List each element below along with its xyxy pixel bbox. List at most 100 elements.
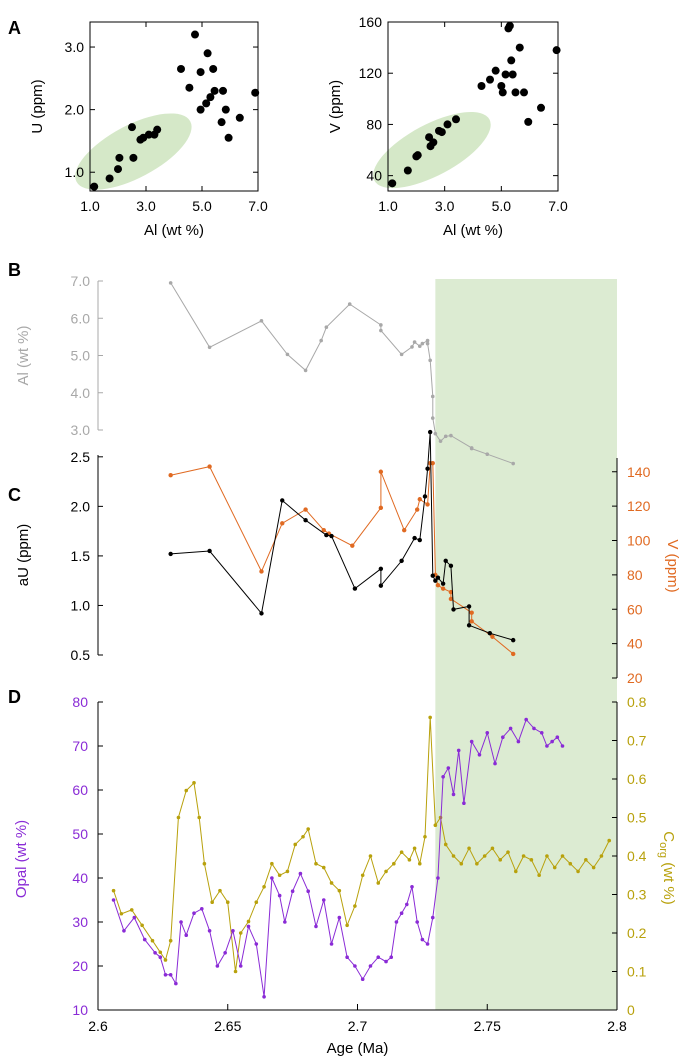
data-point: [202, 99, 211, 108]
data-point: [498, 88, 507, 97]
panel-label-a: A: [8, 18, 21, 38]
corg-point: [599, 854, 604, 858]
opal-point: [314, 924, 318, 929]
data-point: [224, 133, 233, 142]
y2-axis-label-unit: (wt %): [660, 858, 677, 905]
data-point: [477, 82, 486, 91]
panel-label-c: C: [8, 485, 21, 505]
data-point: [128, 123, 136, 132]
opal-point: [168, 973, 173, 977]
opal-point: [477, 753, 482, 757]
corg-point: [384, 869, 388, 874]
opal-point: [174, 981, 178, 986]
data-point: [90, 182, 99, 191]
corg-point: [451, 854, 456, 858]
y-tick-label: 120: [359, 65, 383, 81]
al-point: [430, 394, 435, 399]
au-point: [412, 535, 417, 541]
opal-point: [153, 951, 157, 955]
v-point: [168, 472, 173, 478]
y-tick-label: 80: [366, 116, 382, 132]
v-point: [280, 521, 285, 526]
y2-tick-label: 0.5: [627, 810, 647, 826]
data-point: [206, 93, 215, 102]
al-point: [438, 439, 443, 443]
data-point: [235, 113, 244, 122]
data-point: [524, 117, 533, 126]
y-tick-label: 20: [72, 958, 88, 974]
al-point: [428, 358, 432, 363]
v-point: [378, 505, 384, 511]
panel-b-al: 3.0 4.0 5.0 6.0 7.0 Al (wt %) B: [8, 260, 515, 466]
data-point: [196, 68, 205, 77]
data-point: [217, 118, 226, 127]
data-point: [209, 64, 218, 73]
v-point: [440, 586, 446, 591]
x-tick-label: 3.0: [435, 198, 455, 214]
corg-point: [368, 854, 373, 858]
au-point: [280, 498, 285, 503]
corg-point: [568, 861, 573, 866]
data-point: [486, 75, 494, 84]
corg-point: [490, 846, 495, 851]
al-point: [469, 446, 474, 451]
opal-point: [389, 955, 394, 959]
corg-point: [467, 846, 471, 851]
data-point: [552, 46, 561, 55]
opal-point: [337, 915, 342, 920]
data-point: [221, 105, 230, 114]
corg-point: [376, 881, 381, 885]
opal-point: [223, 951, 227, 955]
opal-point: [501, 735, 505, 739]
y-tick-label: 40: [72, 870, 88, 886]
data-point: [191, 30, 199, 39]
opal-point: [560, 744, 565, 748]
data-point: [511, 88, 520, 97]
y-tick-label: 4.0: [71, 385, 91, 401]
data-point: [429, 138, 438, 147]
opal-point: [451, 792, 456, 797]
v-point: [259, 569, 264, 574]
pliocene-shading: [435, 279, 617, 1010]
al-point: [433, 431, 438, 436]
y2-tick-label: 100: [627, 533, 651, 549]
corg-point: [119, 911, 124, 916]
au-point: [207, 548, 212, 554]
v-point: [207, 464, 212, 469]
x-tick-label: 7.0: [548, 198, 568, 214]
y2-axis-label: Corg (wt %): [657, 831, 677, 904]
data-point: [505, 21, 514, 30]
y-tick-label: 50: [72, 826, 88, 842]
y2-axis-label: V (ppm): [664, 539, 681, 592]
corg-point: [537, 873, 541, 878]
au-point: [466, 623, 472, 628]
x-tick-label: 3.0: [136, 198, 156, 214]
corg-point: [417, 861, 422, 866]
au-point: [435, 575, 441, 580]
au-point: [422, 494, 428, 499]
corg-point: [423, 834, 427, 839]
y-tick-label: 2.0: [71, 498, 91, 514]
corg-point: [210, 900, 214, 904]
data-point: [515, 43, 524, 52]
corg-line: [113, 717, 610, 972]
au-point: [466, 604, 472, 609]
au-point: [259, 611, 264, 616]
au-point: [378, 583, 384, 588]
corg-point: [560, 854, 565, 858]
corg-point: [184, 788, 189, 793]
panel-a-u-scatter: 1.0 3.0 5.0 7.0 1.0 2.0 3.0 Al (wt %) U (ppm) A: [8, 18, 268, 239]
al-point: [443, 434, 448, 439]
opal-point: [399, 911, 404, 915]
x-tick-label: 2.8: [607, 1018, 627, 1034]
y-tick-label: 30: [72, 914, 88, 930]
opal-point: [179, 920, 183, 924]
opal-point: [441, 775, 445, 779]
y2-tick-label: 0.7: [627, 733, 647, 749]
data-point: [507, 56, 516, 65]
y-tick-label: 60: [72, 782, 88, 798]
y2-tick-label: 20: [627, 670, 643, 686]
opal-line: [113, 718, 563, 997]
au-point: [448, 563, 454, 569]
y-tick-label: 1.0: [71, 597, 91, 613]
